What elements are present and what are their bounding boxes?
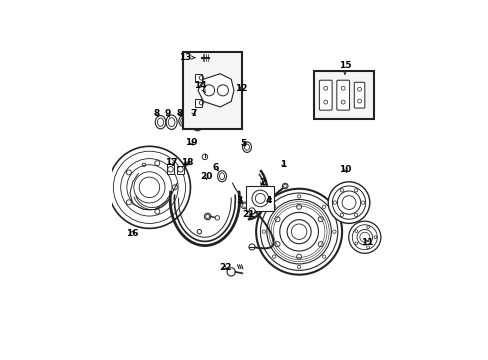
Circle shape	[108, 146, 190, 228]
Text: 22: 22	[219, 263, 231, 272]
Circle shape	[256, 189, 342, 275]
Text: 13: 13	[179, 53, 194, 62]
Text: 9: 9	[164, 109, 171, 118]
Circle shape	[191, 53, 201, 63]
Bar	[314, 71, 373, 120]
Text: 2: 2	[259, 178, 265, 187]
Bar	[246, 186, 274, 211]
Text: 6: 6	[212, 163, 219, 172]
Text: 14: 14	[194, 81, 206, 93]
Circle shape	[348, 221, 380, 253]
Text: 18: 18	[180, 158, 193, 167]
Bar	[195, 99, 202, 107]
Text: 8: 8	[154, 109, 160, 118]
Text: 5: 5	[240, 139, 246, 148]
Text: 16: 16	[125, 229, 138, 238]
Circle shape	[327, 182, 369, 223]
Polygon shape	[198, 74, 233, 107]
Text: 4: 4	[265, 196, 271, 205]
FancyBboxPatch shape	[336, 80, 349, 110]
Text: 11: 11	[360, 238, 372, 247]
Circle shape	[282, 183, 287, 189]
Circle shape	[215, 216, 219, 220]
Text: 21: 21	[242, 210, 254, 219]
Text: 3: 3	[236, 196, 243, 205]
Text: 12: 12	[235, 84, 247, 93]
Circle shape	[286, 220, 310, 244]
Text: 1: 1	[280, 160, 286, 169]
Circle shape	[342, 195, 355, 210]
Bar	[195, 74, 202, 82]
Bar	[183, 51, 242, 129]
Text: 20: 20	[200, 172, 212, 181]
Circle shape	[356, 229, 372, 245]
Circle shape	[248, 208, 255, 214]
Text: 17: 17	[165, 158, 178, 167]
Text: 15: 15	[338, 62, 350, 74]
Text: 7: 7	[190, 109, 197, 118]
Circle shape	[139, 177, 160, 198]
Bar	[167, 164, 173, 174]
Text: 19: 19	[184, 138, 197, 147]
Bar	[176, 166, 184, 174]
Circle shape	[248, 244, 255, 250]
FancyBboxPatch shape	[354, 82, 364, 108]
FancyBboxPatch shape	[319, 80, 331, 110]
Text: 10: 10	[339, 165, 351, 174]
Circle shape	[226, 268, 235, 276]
Text: 8: 8	[177, 109, 183, 118]
